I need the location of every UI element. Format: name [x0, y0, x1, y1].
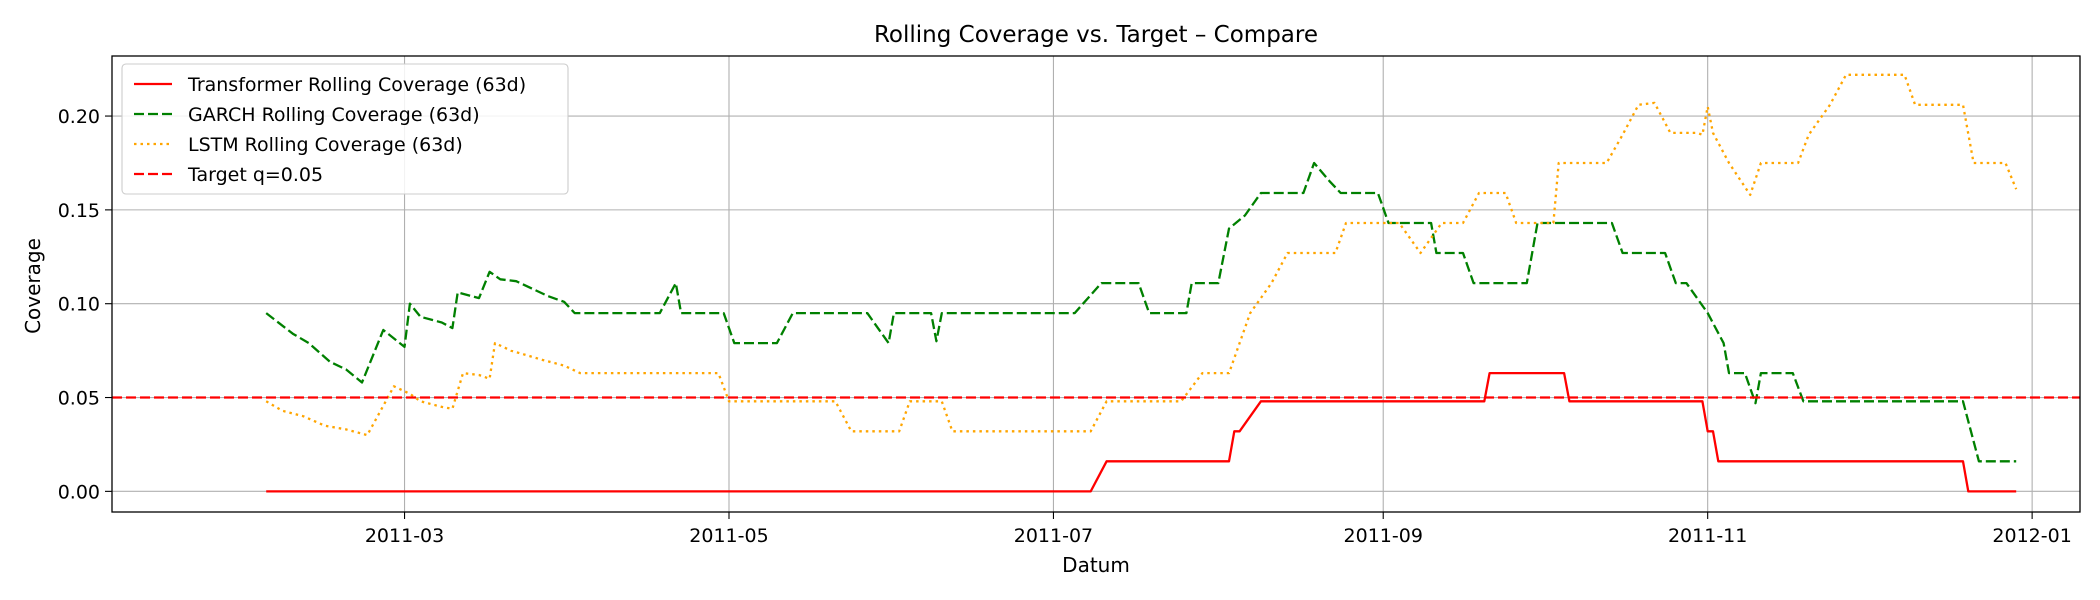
chart-title: Rolling Coverage vs. Target – Compare — [874, 22, 1318, 48]
x-tick-label: 2012-01 — [1992, 525, 2071, 547]
x-tick-label: 2011-03 — [365, 525, 444, 547]
x-tick-label: 2011-05 — [689, 525, 768, 547]
legend-box — [121, 63, 569, 195]
series-line-0 — [266, 371, 2017, 493]
x-tick-label: 2011-07 — [1014, 525, 1093, 547]
axes: 2011-03 2011-05 2011-07 2011-09 2011-11 2012-… — [58, 106, 2072, 547]
x-tick-label: 2011-11 — [1668, 525, 1747, 547]
x-axis-title: Datum — [1062, 553, 1130, 577]
y-tick-label: 0.00 — [58, 481, 100, 503]
legend-label: GARCH Rolling Coverage (63d) — [188, 104, 480, 126]
series-lines — [112, 73, 2080, 493]
legend-label: Transformer Rolling Coverage (63d) — [187, 74, 526, 96]
series-line-2 — [265, 73, 2018, 437]
x-tick-label: 2011-09 — [1344, 525, 1423, 547]
legend-label: Target q=0.05 — [187, 164, 323, 186]
plot-frame — [111, 55, 2081, 513]
legend-label: LSTM Rolling Coverage (63d) — [188, 134, 463, 156]
y-axis-title: Coverage — [21, 238, 45, 334]
y-tick-label: 0.10 — [58, 294, 100, 316]
series-line-1 — [265, 161, 2017, 463]
y-tick-label: 0.20 — [58, 106, 100, 128]
legend: Transformer Rolling Coverage (63d) GARCH … — [121, 63, 569, 195]
y-tick-label: 0.15 — [58, 200, 100, 222]
y-tick-label: 0.05 — [58, 388, 100, 410]
